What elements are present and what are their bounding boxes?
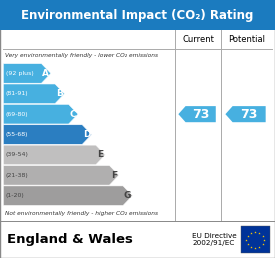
Polygon shape (3, 125, 92, 144)
Text: (92 plus): (92 plus) (6, 71, 33, 76)
Text: A: A (42, 69, 49, 78)
Text: D: D (83, 130, 90, 139)
Text: England & Wales: England & Wales (7, 233, 133, 246)
Bar (0, 0, 275, 30)
Bar (241, 226, 270, 253)
Text: Potential: Potential (228, 35, 265, 44)
Text: Very environmentally friendly - lower CO₂ emissions: Very environmentally friendly - lower CO… (5, 53, 158, 58)
Text: G: G (123, 191, 131, 200)
Text: Current: Current (182, 35, 214, 44)
Polygon shape (3, 166, 119, 185)
Text: (69-80): (69-80) (6, 112, 28, 117)
Polygon shape (3, 84, 64, 104)
Text: C: C (70, 110, 76, 119)
Text: Environmental Impact (CO₂) Rating: Environmental Impact (CO₂) Rating (21, 9, 254, 22)
Text: 73: 73 (240, 108, 258, 121)
Polygon shape (3, 64, 51, 83)
Text: (21-38): (21-38) (6, 173, 28, 178)
Text: F: F (111, 171, 117, 180)
Polygon shape (3, 104, 78, 124)
Text: Not environmentally friendly - higher CO₂ emissions: Not environmentally friendly - higher CO… (5, 211, 158, 216)
Text: EU Directive
2002/91/EC: EU Directive 2002/91/EC (192, 233, 236, 246)
Polygon shape (3, 186, 133, 205)
Text: (39-54): (39-54) (6, 152, 28, 157)
Polygon shape (178, 106, 216, 122)
Text: (1-20): (1-20) (6, 193, 24, 198)
Text: E: E (97, 150, 103, 159)
Text: (81-91): (81-91) (6, 91, 28, 96)
Text: (55-68): (55-68) (6, 132, 28, 137)
Polygon shape (3, 145, 105, 165)
Text: 73: 73 (192, 108, 209, 121)
Polygon shape (226, 106, 266, 122)
Text: B: B (56, 89, 63, 98)
